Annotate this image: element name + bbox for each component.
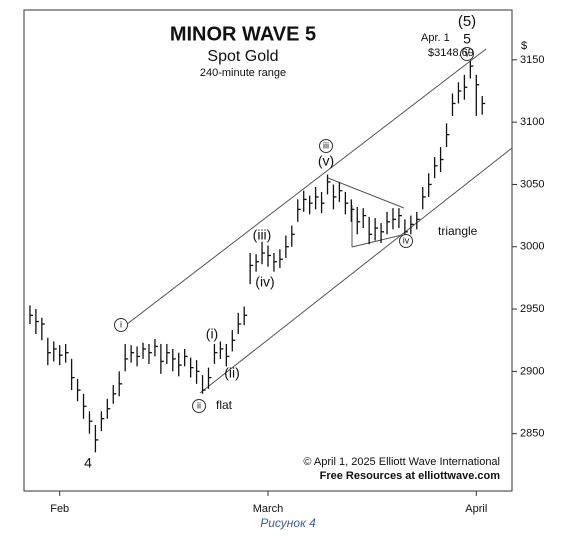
wave-circle (460, 47, 474, 61)
lower-channel (199, 147, 513, 394)
y-axis-label: $ (521, 40, 527, 52)
y-tick-label: 3000 (520, 241, 544, 253)
wave-label: iii (323, 140, 329, 150)
wave-lines (117, 48, 513, 394)
footer-copyright: © April 1, 2025 Elliott Wave Internation… (303, 456, 500, 468)
footer-link: Free Resources at elliottwave.com (320, 470, 501, 482)
wave-label: 5 (463, 31, 471, 47)
chart-note: 240-minute range (200, 67, 286, 79)
wave-label: ii (197, 400, 201, 410)
wave-label: Apr. 1 (421, 32, 450, 44)
x-tick-label: March (253, 503, 284, 515)
y-tick-label: 3150 (520, 54, 544, 66)
wave-label: (ii) (224, 365, 240, 381)
wave-label: i (120, 319, 122, 329)
y-tick-label: 3050 (520, 178, 544, 190)
x-tick-label: Feb (50, 503, 69, 515)
wave-label: v (465, 48, 470, 58)
wave-label: triangle (438, 224, 478, 238)
wave-circle (114, 318, 128, 332)
triangle-top (327, 177, 405, 209)
y-tick-label: 2950 (520, 303, 544, 315)
upper-channel (117, 48, 487, 332)
wave-label: (5) (458, 13, 476, 30)
chart-title: MINOR WAVE 5 (170, 23, 316, 45)
wave-label: 4 (84, 455, 92, 471)
wave-circle (319, 139, 333, 153)
wave-label: (i) (206, 326, 218, 342)
wave-label: iv (403, 235, 410, 245)
y-tick-label: 2900 (520, 365, 544, 377)
wave-circle (192, 399, 206, 413)
wave-label: flat (216, 398, 233, 412)
wave-label: (v) (318, 153, 334, 169)
wave-label: (iv) (255, 274, 274, 290)
chart-subtitle: Spot Gold (207, 48, 278, 65)
wave-label: (iii) (253, 227, 272, 243)
y-tick-label: 3100 (520, 116, 544, 128)
y-tick-label: 2850 (520, 428, 544, 440)
caption: Рисунок 4 (260, 516, 316, 530)
wave-circle (399, 234, 413, 248)
x-tick-label: April (465, 503, 487, 515)
triangle-bottom (351, 234, 403, 248)
wave-label: $3148.69 (428, 47, 474, 59)
